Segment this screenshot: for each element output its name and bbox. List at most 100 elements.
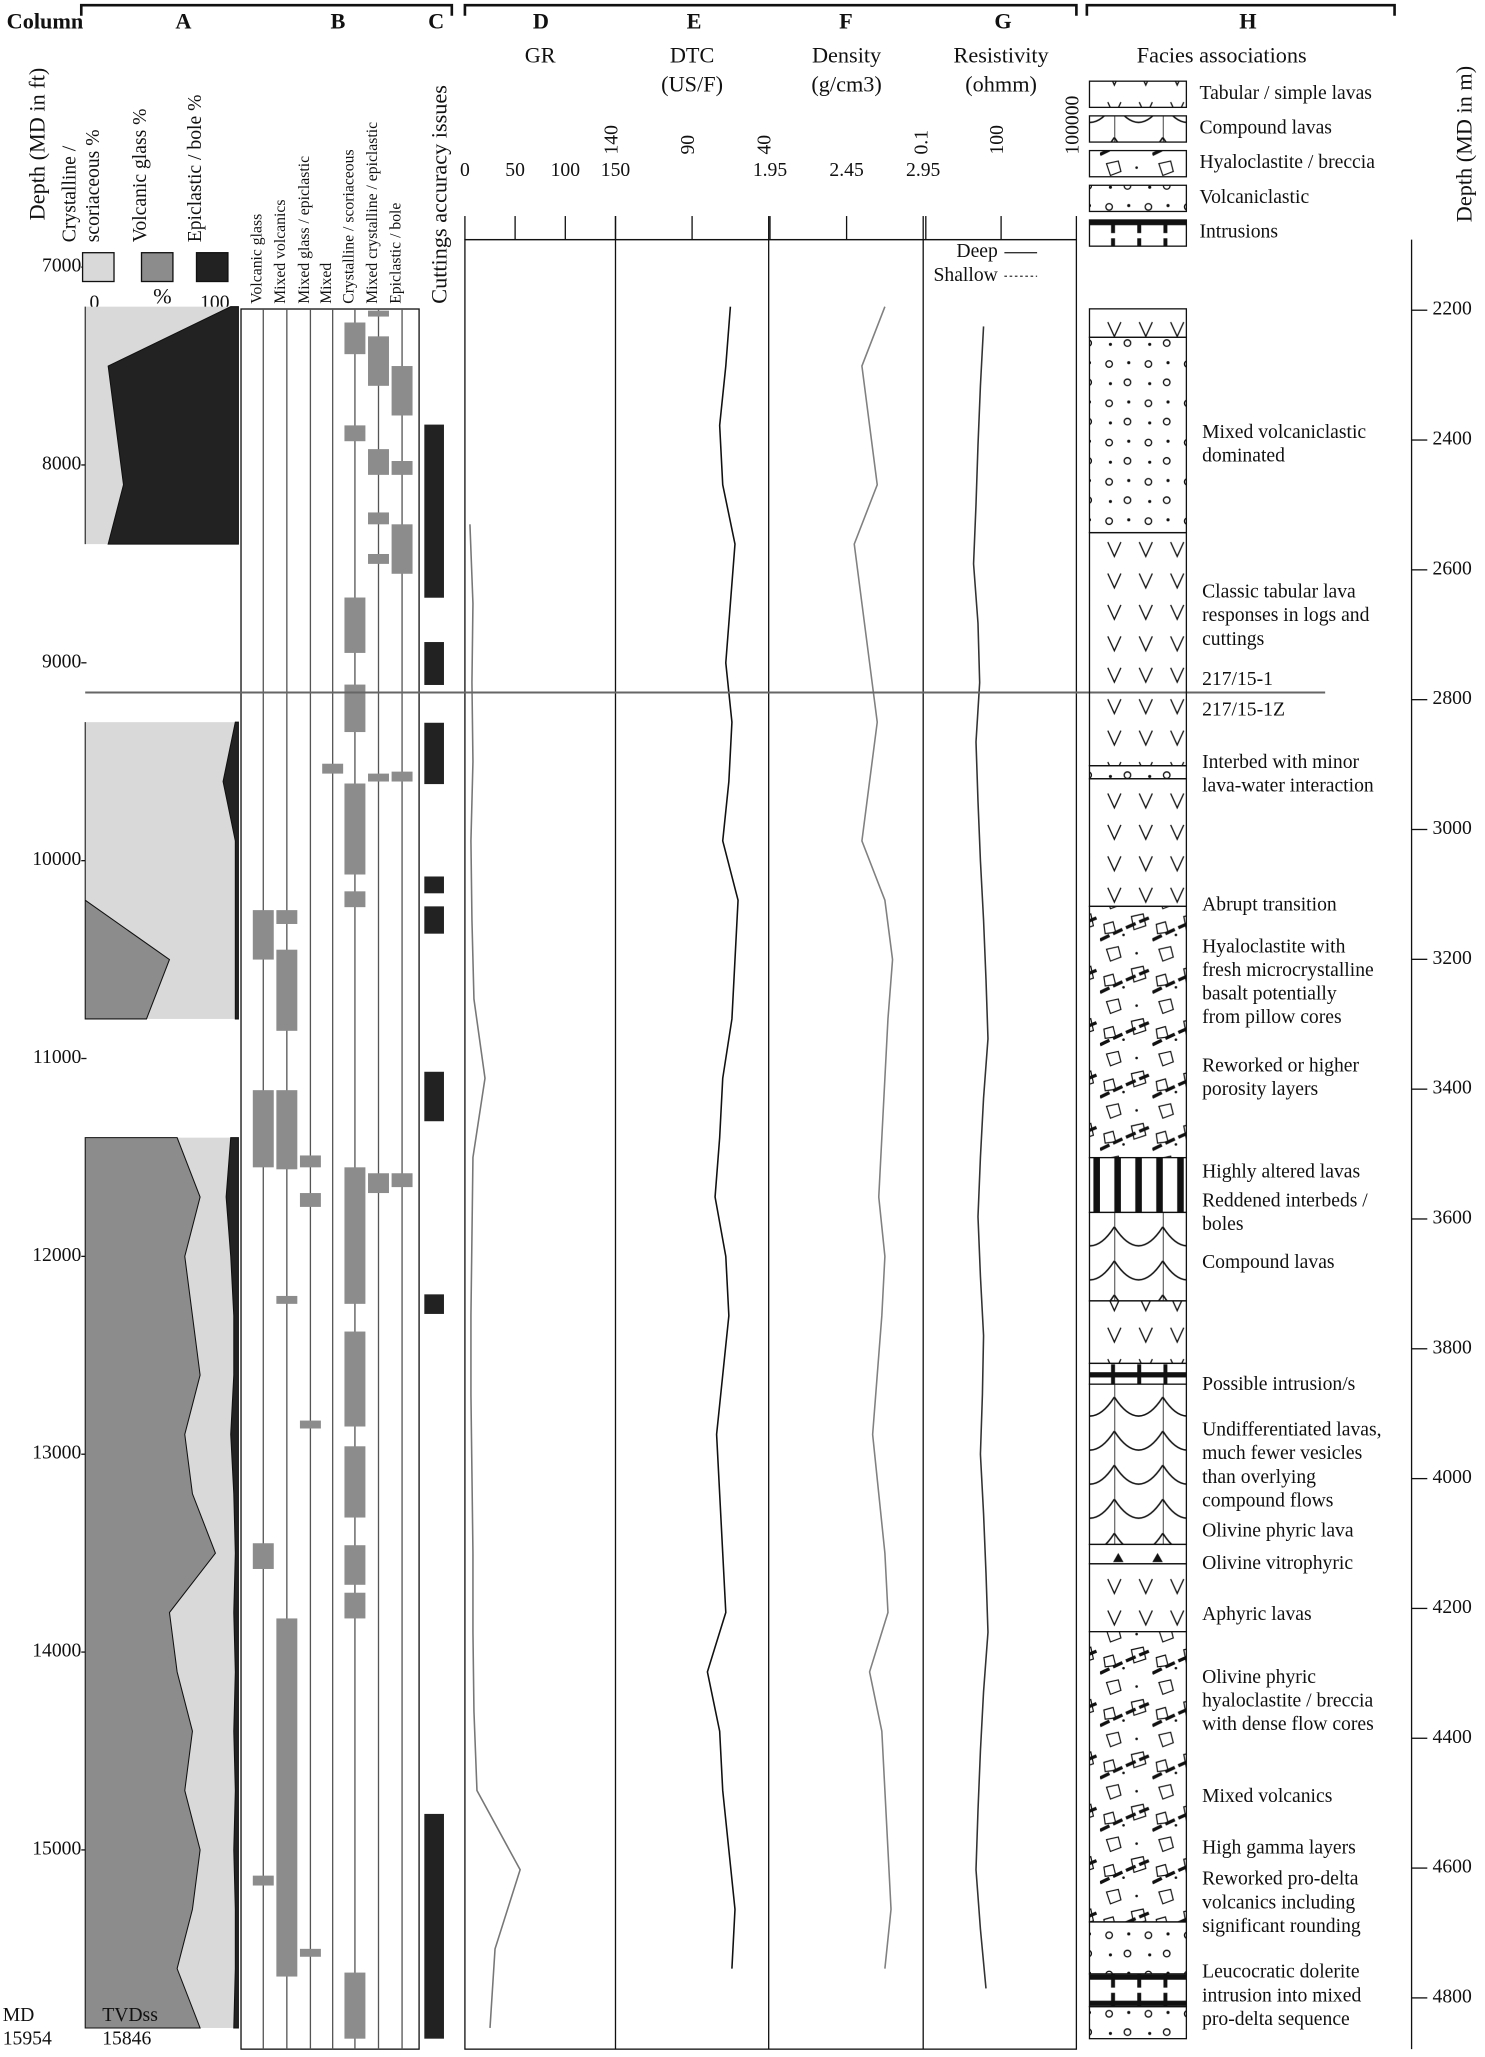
facies-note: much fewer vesicles [1202,1442,1362,1464]
cuttings-bar [424,1814,444,2039]
facies-note: Highly altered lavas [1202,1161,1360,1183]
lithology-bar [276,1090,297,1169]
lithology-label: Mixed glass / epiclastic [296,156,313,304]
tvdss-value: 15846 [102,2027,151,2049]
lithology-bar [276,1618,297,1976]
log-tick-label: 50 [505,159,525,181]
facies-note: volcanics including [1202,1891,1355,1913]
depth-ft-tick-label: 15000 [32,1837,81,1859]
figure: ColumnABCDEFGHDepth (MD in ft)7000800090… [0,0,1485,2057]
depth-m-tick-label: 4400 [1433,1726,1472,1748]
facies-note: Olivine vitrophyric [1202,1552,1353,1574]
facies-interval [1089,1974,1186,2007]
legend-swatch [83,253,114,282]
lithology-bar [276,1296,297,1304]
facies-legend-swatch [1089,185,1186,211]
depth-ft-label: Depth (MD in ft) [24,68,49,221]
log-tick-label: 100000 [1061,95,1083,154]
log-curve [470,524,520,2028]
lithology-bar [344,1332,365,1427]
facies-interval [1089,1632,1186,1922]
facies-note: boles [1202,1213,1243,1235]
log-tick-label: 40 [754,135,776,155]
cuttings-bar [424,906,444,933]
depth-m-tick-label: 2200 [1433,298,1472,320]
log-title: Density [812,43,882,68]
facies-legend-swatch [1089,151,1186,177]
lithology-bar [392,524,413,573]
depth-ft-tick-label: 8000 [42,452,81,474]
lithology-bar [344,1973,365,2039]
depth-m-tick-label: 4800 [1433,1985,1472,2007]
facies-legend-swatch [1089,116,1186,142]
facies-note: cuttings [1202,628,1264,650]
depth-ft-tick-label: 9000 [42,650,81,672]
facies-note: fresh microcrystalline [1202,959,1374,981]
facies-interval [1089,1363,1186,1384]
facies-note: Olivine phyric lava [1202,1519,1354,1541]
lithology-label: Mixed volcanics [272,200,289,304]
facies-interval [1089,1544,1186,1563]
well-upper: 217/15-1 [1202,668,1273,690]
facies-note: Reworked or higher [1202,1055,1359,1077]
column-letter: D [533,9,549,34]
log-curve [974,326,988,1988]
lithology-bar [276,910,297,924]
log-tick-label: 2.95 [906,159,941,181]
facies-interval [1089,1922,1186,1974]
facies-legend-swatch [1089,81,1186,107]
well-lower: 217/15-1Z [1202,698,1285,720]
legend-swatch [142,253,173,282]
log-tick-label: 0 [460,159,470,181]
facies-note: intrusion into mixed [1202,1984,1361,2006]
lithology-label: Mixed [318,263,335,304]
log-frame [465,240,1076,2050]
lithology-bar [300,1155,321,1167]
tvdss-label: TVDss [102,2004,158,2026]
facies-note: pro-delta sequence [1202,2008,1350,2030]
facies-interval [1089,766,1186,779]
facies-note: Reworked pro-delta [1202,1868,1359,1890]
column-header-label: Column [7,9,84,34]
facies-interval [1089,2007,1186,2039]
column-letter: H [1239,9,1256,34]
cuttings-bar [424,425,444,598]
depth-ft-tick-label: 12000 [32,1244,81,1266]
cuttings-bar [424,876,444,893]
facies-interval [1089,309,1186,337]
facies-note: Compound lavas [1202,1251,1334,1273]
md-label: MD [3,2004,35,2026]
facies-note: Hyaloclastite with [1202,935,1346,957]
depth-m-tick-label: 2400 [1433,428,1472,450]
lithology-bar [392,772,413,782]
legend-label: scoriaceous % [82,129,104,242]
log-title: DTC [670,43,715,68]
facies-note: from pillow cores [1202,1006,1342,1028]
log-tick-label: 140 [600,125,622,155]
header-bracket [465,5,1076,15]
depth-m-tick-label: 3800 [1433,1336,1472,1358]
lithology-bar [368,1173,389,1193]
column-letter: C [428,9,444,34]
cuttings-bar [424,1072,444,1121]
facies-interval [1089,1158,1186,1213]
legend-label: Epiclastic / bole % [184,95,206,243]
log-tick-label: 2.45 [829,159,864,181]
log-title: (ohmm) [965,72,1037,97]
lithology-bar [344,1545,365,1585]
column-letter: F [839,9,853,34]
depth-m-label: Depth (MD in m) [1452,66,1477,222]
log-tick-label: 0.1 [911,130,933,155]
column-letter: E [687,9,702,34]
facies-legend-label: Compound lavas [1199,116,1331,138]
lithology-bar [300,1421,321,1429]
depth-m-tick-label: 2800 [1433,687,1472,709]
facies-note: Interbed with minor [1202,751,1359,773]
facies-interval [1089,337,1186,532]
facies-title: Facies associations [1137,43,1307,68]
facies-note: hyaloclastite / breccia [1202,1690,1373,1712]
facies-interval [1089,906,1186,1157]
facies-legend-label: Tabular / simple lavas [1199,82,1371,104]
depth-ft-tick-label: 14000 [32,1640,81,1662]
facies-interval [1089,1212,1186,1300]
